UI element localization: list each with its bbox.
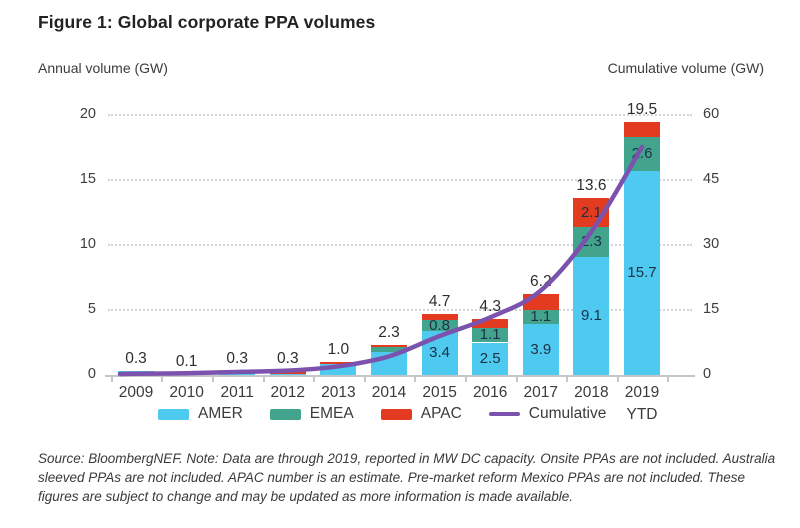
bar-segment-apac-2016 <box>472 319 509 329</box>
x-axis-label-2011: 2011 <box>220 384 254 401</box>
legend-swatch-apac <box>380 408 412 420</box>
bar-segment-label-emea-2019: 2.6 <box>631 145 653 162</box>
x-axis-label-suffix: YTD <box>626 406 658 423</box>
legend-label: AMER <box>198 405 243 422</box>
bar-segment-apac-2017 <box>522 294 559 310</box>
bar-segment-amer-2012 <box>269 374 306 375</box>
legend-label: Cumulative <box>528 405 607 422</box>
x-axis-tick <box>515 377 518 382</box>
source-note: Source: BloombergNEF. Note: Data are thr… <box>38 451 776 504</box>
bar-segment-amer-2014 <box>371 352 407 375</box>
legend-item-amer: AMER <box>158 405 243 423</box>
legend-swatch-cumulative <box>488 412 520 416</box>
bar-segment-apac-2012 <box>269 371 306 375</box>
bar-segment-apac-2013 <box>320 362 357 364</box>
left-axis-tick-label: 5 <box>87 301 96 317</box>
x-axis-tick <box>667 377 670 382</box>
right-axis-tick-label: 30 <box>703 236 720 252</box>
legend-item-apac: APAC <box>380 405 462 423</box>
bar-segment-label-amer-2018: 9.1 <box>580 306 602 324</box>
bar-segment-label-amer-2017: 3.9 <box>530 340 552 358</box>
x-axis-label-2012: 2012 <box>270 384 306 401</box>
bar-segment-emea-2014 <box>371 347 407 353</box>
bar-segment-apac-2015 <box>421 313 458 321</box>
chart-legend: AMER EMEA APAC Cumulative <box>158 403 606 425</box>
right-axis-caption: Cumulative volume (GW) <box>607 60 764 76</box>
legend-item-cumulative: Cumulative <box>488 405 607 423</box>
bar-segment-apac-2014 <box>371 345 407 348</box>
x-axis-tick <box>313 377 316 382</box>
bar-total-label-2017: 6.2 <box>530 273 552 291</box>
x-axis-label-2014: 2014 <box>371 384 407 401</box>
x-axis-tick <box>414 377 417 382</box>
right-axis-tick-label: 60 <box>703 106 720 122</box>
x-axis-tick <box>161 377 164 382</box>
bar-total-label-2013: 1.0 <box>327 341 350 358</box>
x-axis-label-2018: 2018 <box>574 384 609 401</box>
left-axis-tick-label: 0 <box>87 366 96 382</box>
bar-segment-amer-2013 <box>320 363 357 375</box>
x-axis-label-2019: 2019 YTD <box>612 382 672 426</box>
left-axis-tick-label: 10 <box>79 236 96 252</box>
x-axis-tick <box>363 377 366 382</box>
right-axis-tick-label: 45 <box>703 171 720 187</box>
x-axis-tick <box>566 377 569 382</box>
x-axis-line <box>105 375 695 377</box>
x-axis-label-2010: 2010 <box>169 384 204 401</box>
bar-segment-apac-2019 <box>624 121 660 138</box>
x-axis-label-2009: 2009 <box>118 384 154 401</box>
x-axis-label-2017: 2017 <box>523 384 559 401</box>
x-axis-label-2013: 2013 <box>321 384 356 401</box>
bar-segment-label-emea-2018: 2.3 <box>580 232 602 250</box>
right-axis-tick-label: 15 <box>703 301 720 317</box>
legend-label: EMEA <box>309 405 354 422</box>
left-axis-tick-label: 20 <box>79 106 96 122</box>
bar-segment-amer-2009 <box>118 371 154 375</box>
x-axis-tick <box>464 377 467 382</box>
x-axis-tick <box>616 377 619 382</box>
left-axis-caption: Annual volume (GW) <box>38 60 168 76</box>
legend-item-emea: EMEA <box>269 405 354 423</box>
left-axis-tick-label: 15 <box>79 171 96 187</box>
figure-title: Figure 1: Global corporate PPA volumes <box>38 12 376 32</box>
x-axis-label-2016: 2016 <box>472 384 508 401</box>
bar-total-label-2019: 19.5 <box>626 100 658 118</box>
bar-total-label-2018: 13.6 <box>576 177 607 195</box>
legend-swatch-emea <box>269 408 301 420</box>
legend-label: APAC <box>420 405 462 422</box>
legend-swatch-amer <box>158 408 189 420</box>
x-axis-tick <box>211 377 214 382</box>
x-axis-tick <box>110 377 113 382</box>
bar-segment-amer-2010 <box>168 373 205 375</box>
bar-segment-amer-2011 <box>219 371 256 375</box>
right-axis-tick-label: 0 <box>703 366 712 382</box>
bar-segment-label-amer-2019: 15.7 <box>627 263 657 281</box>
x-axis-label-2015: 2015 <box>422 384 457 401</box>
bar-segment-label-apac-2018: 2.1 <box>580 203 602 221</box>
gridline <box>108 114 692 116</box>
x-axis-tick <box>262 377 265 382</box>
